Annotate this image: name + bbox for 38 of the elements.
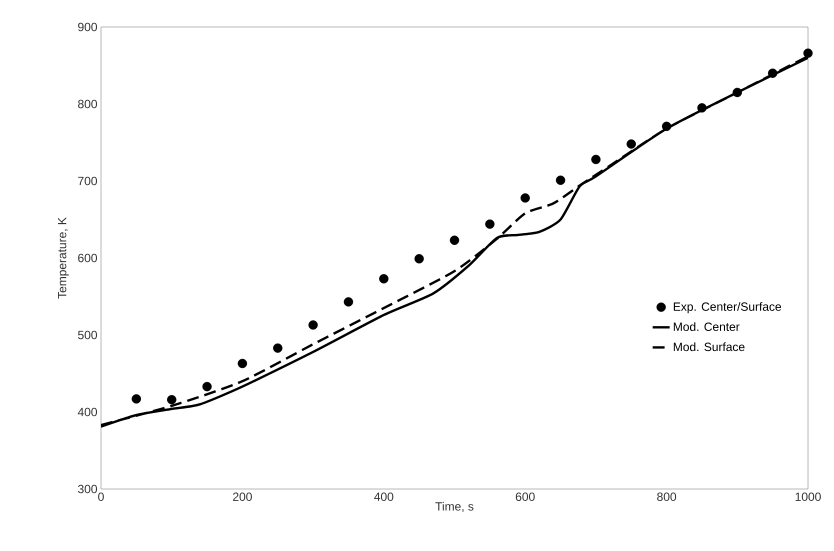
y-tick-label: 800	[78, 100, 98, 108]
point	[202, 382, 212, 392]
point	[485, 219, 495, 229]
x-tick-label: 1000	[796, 492, 821, 501]
y-tick-label: 500	[78, 330, 98, 340]
y-tick-label: 700	[78, 176, 98, 186]
y-axis-title: Temperature, K	[58, 217, 69, 299]
point	[238, 358, 248, 368]
point	[662, 122, 672, 132]
x-tick-label: 0	[98, 492, 104, 501]
legend-label: Mod. Surface	[674, 342, 745, 352]
x-tick-label: 800	[657, 492, 676, 501]
point	[697, 103, 707, 113]
y-tick-label: 900	[78, 22, 98, 32]
point	[591, 154, 601, 164]
point	[414, 254, 424, 264]
point	[768, 68, 778, 78]
x-tick-label: 600	[516, 492, 535, 501]
x-axis-title: Time, s	[435, 502, 474, 512]
point	[308, 320, 318, 330]
legend-label: Exp. Center/Surface	[674, 302, 782, 314]
point	[626, 139, 636, 149]
point	[167, 395, 176, 404]
y-tick-label: 400	[78, 408, 98, 416]
point	[520, 193, 530, 203]
x-tick-label: 400	[374, 492, 394, 501]
point	[273, 343, 282, 353]
point	[379, 274, 388, 284]
point	[803, 48, 813, 58]
x-tick-label: 200	[233, 492, 252, 501]
legend-label: Mod. Center	[674, 322, 740, 331]
point	[732, 88, 742, 98]
y-tick-label: 300	[78, 484, 98, 494]
y-tick-label: 600	[78, 254, 98, 262]
point	[450, 236, 460, 245]
point	[344, 297, 354, 307]
point	[556, 176, 566, 185]
point	[132, 394, 142, 404]
